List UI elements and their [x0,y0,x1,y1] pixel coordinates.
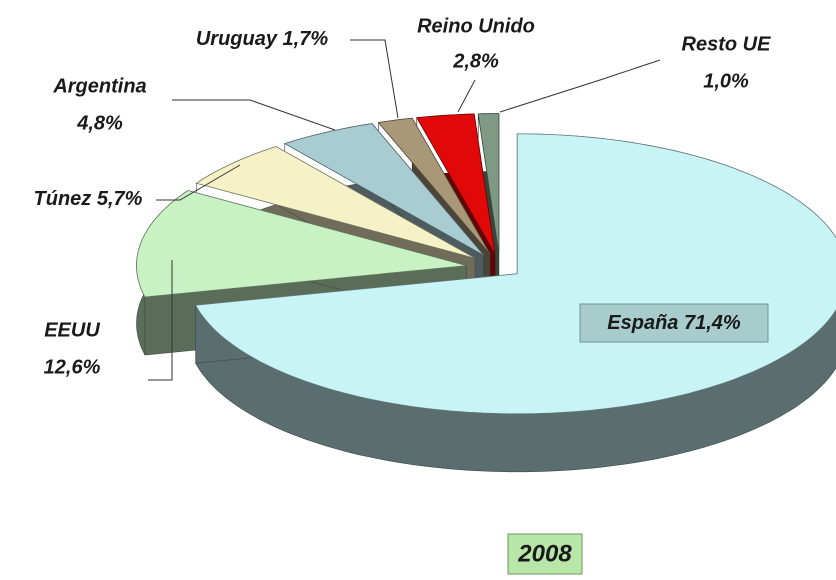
slice [283,123,485,256]
slice [477,113,500,254]
leader-line [457,79,476,113]
slice-label: España 71,4% [607,312,741,334]
category: Resto UE [682,33,772,55]
leader-line [172,99,336,131]
slice [136,190,467,298]
value-label: 1,7% [283,28,329,50]
slice-label: Uruguay 1,7% [196,28,328,50]
value-label: 4,8% [76,112,123,134]
category: Reino Unido [417,15,535,37]
value-label: 1,0% [703,70,749,92]
slice [416,113,496,254]
pie [136,113,836,473]
category: Uruguay [196,28,278,50]
slice [194,133,836,415]
leader-line [148,260,173,381]
value-label: 5,7% [97,188,143,210]
slice-label: Túnez 5,7% [34,188,143,210]
chart-title: 2008 [517,540,572,567]
label-box [579,303,769,343]
leader-line [156,164,241,201]
category: Argentina [52,75,146,97]
category: EEUU [44,319,100,341]
value-label: 2,8% [452,50,499,72]
leader-line [499,59,661,113]
leader-line [350,39,399,119]
slice [195,146,476,259]
value-label: 71,4% [684,312,741,334]
value-label: 12,6% [44,356,101,378]
title-box [507,533,583,575]
category: España [607,312,678,334]
slice [377,117,491,255]
category: Túnez [34,188,92,210]
